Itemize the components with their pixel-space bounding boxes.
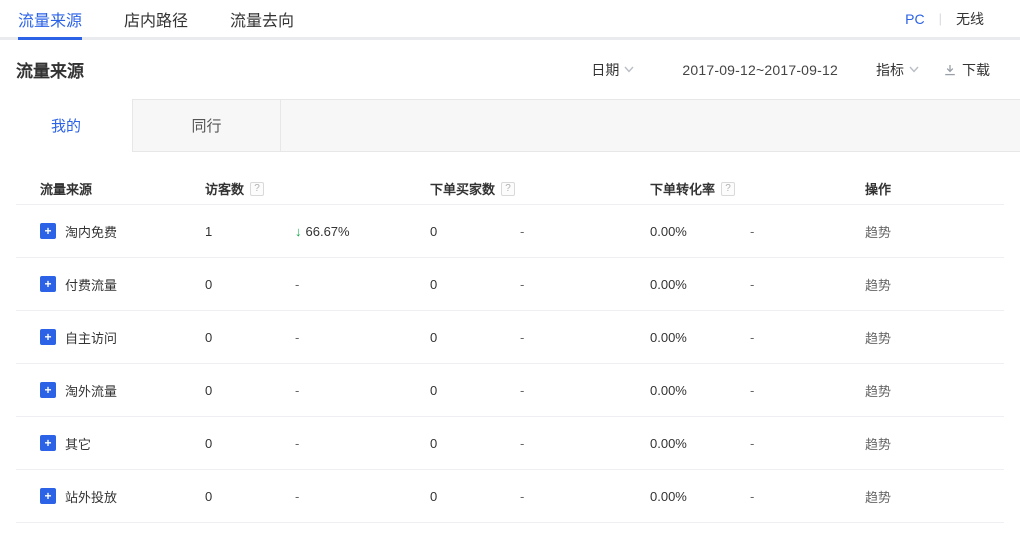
expand-plus-icon[interactable]: +: [40, 329, 56, 345]
source-label: 付费流量: [65, 277, 118, 293]
nav-tab-traffic-source[interactable]: 流量来源: [18, 0, 83, 40]
buyers-change: -: [520, 276, 525, 292]
buyers-value: 0: [430, 223, 438, 239]
conversion-value: 0.00%: [650, 435, 687, 451]
date-dropdown-label: 日期: [591, 61, 620, 78]
visitors-value: 0: [205, 276, 213, 292]
trend-link[interactable]: 趋势: [865, 330, 892, 346]
metric-dropdown-label: 指标: [876, 61, 904, 78]
buyers-value: 0: [430, 329, 438, 345]
expand-plus-icon[interactable]: +: [40, 488, 56, 504]
buyers-value: 0: [430, 488, 438, 504]
expand-plus-icon[interactable]: +: [40, 276, 56, 292]
table-row: + 自主访问 0 - 0 - 0.00% - 趋势: [16, 311, 1004, 364]
trend-link[interactable]: 趋势: [865, 224, 892, 240]
chevron-down-icon: [624, 66, 634, 73]
visitors-value: 0: [205, 382, 213, 398]
buyers-change: -: [520, 488, 525, 504]
table-header-row: 流量来源 访客数 ? 下单买家数 ? 下单转化率 ? 操作: [16, 173, 1004, 205]
buyers-value: 0: [430, 276, 438, 292]
col-header-visitors-label: 访客数: [205, 182, 245, 197]
date-range-value: 2017-09-12~2017-09-12: [682, 61, 838, 78]
download-label: 下载: [962, 61, 990, 78]
trend-link[interactable]: 趋势: [865, 436, 892, 452]
nav-tab-instore-path[interactable]: 店内路径: [124, 12, 189, 30]
visitors-value: 1: [205, 223, 213, 239]
col-header-buyers: 下单买家数 ?: [430, 179, 520, 198]
expand-plus-icon[interactable]: +: [40, 435, 56, 451]
conversion-change: -: [750, 382, 755, 398]
conversion-change: -: [750, 435, 755, 451]
buyers-value: 0: [430, 435, 438, 451]
device-pc-toggle[interactable]: PC: [905, 10, 925, 27]
date-dropdown[interactable]: 日期: [591, 60, 634, 80]
conversion-change: -: [750, 276, 755, 292]
conversion-value: 0.00%: [650, 329, 687, 345]
buyers-change: -: [520, 435, 525, 451]
table-row: + 站外投放 0 - 0 - 0.00% - 趋势: [16, 470, 1004, 523]
divider: |: [938, 11, 942, 26]
download-button[interactable]: 下载: [943, 60, 990, 80]
expand-plus-icon[interactable]: +: [40, 223, 56, 239]
download-icon: [943, 63, 957, 77]
col-header-buyers-label: 下单买家数: [430, 182, 496, 197]
arrow-down-icon: ↓: [295, 223, 302, 239]
tab-peers[interactable]: 同行: [133, 99, 281, 152]
buyers-value: 0: [430, 382, 438, 398]
chevron-down-icon: [909, 66, 919, 73]
conversion-value: 0.00%: [650, 382, 687, 398]
source-label: 其它: [65, 436, 92, 452]
nav-tab-traffic-destination[interactable]: 流量去向: [230, 12, 295, 30]
conversion-value: 0.00%: [650, 223, 687, 239]
metric-dropdown[interactable]: 指标: [876, 60, 919, 80]
visitors-change: -: [295, 329, 300, 345]
top-nav: 流量来源 店内路径 流量去向 PC | 无线: [0, 0, 1020, 40]
tab-mine[interactable]: 我的: [0, 99, 133, 152]
help-icon[interactable]: ?: [721, 181, 736, 196]
visitors-change-value: 66.67%: [305, 223, 350, 239]
trend-link[interactable]: 趋势: [865, 277, 892, 293]
visitors-change: -: [295, 488, 300, 504]
visitors-value: 0: [205, 329, 213, 345]
help-icon[interactable]: ?: [501, 181, 516, 196]
visitors-value: 0: [205, 435, 213, 451]
buyers-change: -: [520, 382, 525, 398]
trend-link[interactable]: 趋势: [865, 383, 892, 399]
table-row: + 其它 0 - 0 - 0.00% - 趋势: [16, 417, 1004, 470]
tab-bar-filler: [281, 99, 1020, 152]
table-row: + 淘内免费 1 ↓ 66.67% 0 - 0.00% - 趋势: [16, 205, 1004, 258]
col-header-source: 流量来源: [40, 182, 93, 197]
table-row: + 淘外流量 0 - 0 - 0.00% - 趋势: [16, 364, 1004, 417]
conversion-change: -: [750, 329, 755, 345]
visitors-change: -: [295, 382, 300, 398]
device-toggle: PC | 无线: [905, 0, 984, 37]
expand-plus-icon[interactable]: +: [40, 382, 56, 398]
traffic-source-table: 流量来源 访客数 ? 下单买家数 ? 下单转化率 ? 操作 + 淘内: [16, 173, 1004, 523]
conversion-change: -: [750, 223, 755, 239]
conversion-change: -: [750, 488, 755, 504]
visitors-value: 0: [205, 488, 213, 504]
conversion-value: 0.00%: [650, 488, 687, 504]
source-label: 自主访问: [65, 330, 118, 346]
conversion-value: 0.00%: [650, 276, 687, 292]
help-icon[interactable]: ?: [250, 181, 265, 196]
trend-link[interactable]: 趋势: [865, 489, 892, 505]
device-wireless-toggle[interactable]: 无线: [956, 10, 984, 27]
visitors-change: -: [295, 435, 300, 451]
buyers-change: -: [520, 329, 525, 345]
view-tabs: 我的 同行: [0, 99, 1020, 152]
col-header-conversion-label: 下单转化率: [650, 182, 716, 197]
visitors-change: ↓ 66.67%: [295, 224, 430, 239]
col-header-conversion: 下单转化率 ?: [650, 179, 750, 198]
source-label: 站外投放: [65, 489, 118, 505]
col-header-action: 操作: [865, 182, 892, 197]
source-label: 淘内免费: [65, 224, 118, 240]
col-header-visitors: 访客数 ?: [205, 179, 295, 198]
page-title: 流量来源: [16, 62, 84, 81]
table-row: + 付费流量 0 - 0 - 0.00% - 趋势: [16, 258, 1004, 311]
toolbar: 流量来源 日期 2017-09-12~2017-09-12 指标 下载: [0, 40, 1020, 99]
visitors-change: -: [295, 276, 300, 292]
source-label: 淘外流量: [65, 383, 118, 399]
buyers-change: -: [520, 223, 525, 239]
